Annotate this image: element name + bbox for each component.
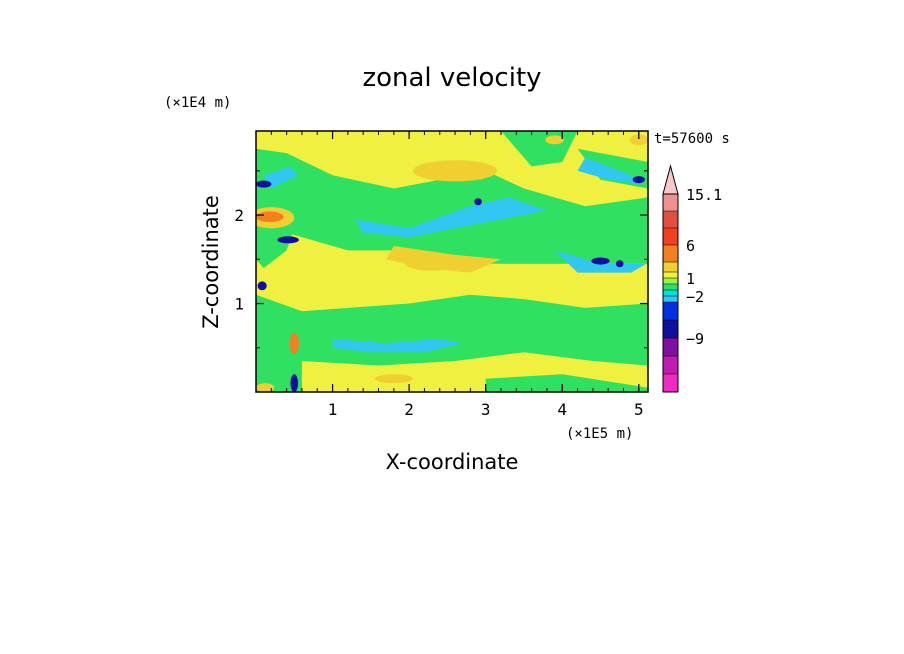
x-tick-label: 4 bbox=[557, 400, 567, 419]
colorbar-label: −9 bbox=[686, 330, 704, 348]
contour-cell bbox=[412, 160, 498, 182]
contour-region bbox=[355, 197, 547, 238]
colorbar-segment bbox=[663, 262, 678, 272]
colorbar-label: 6 bbox=[686, 237, 695, 255]
colorbar-segment bbox=[663, 245, 678, 262]
contour-cell bbox=[257, 281, 267, 291]
colorbar-segment bbox=[663, 302, 678, 320]
colorbar-label: 1 bbox=[686, 270, 695, 288]
contour-cell bbox=[277, 236, 299, 244]
chart-title: zonal velocity bbox=[362, 63, 541, 93]
colorbar-segment bbox=[663, 211, 678, 228]
contour-cell bbox=[256, 180, 272, 188]
colorbar-segment bbox=[663, 278, 678, 284]
contour-region bbox=[554, 250, 647, 273]
colorbar-segment bbox=[663, 290, 678, 296]
plot-frame bbox=[255, 130, 649, 393]
x-tick-label: 1 bbox=[328, 400, 338, 419]
contour-cell bbox=[545, 135, 564, 145]
x-axis: 1 2 3 4 5 bbox=[270, 131, 644, 419]
contour-region bbox=[577, 157, 643, 185]
contour-cell bbox=[256, 383, 275, 392]
x-tick-label: 5 bbox=[634, 400, 644, 419]
colorbar-segment bbox=[663, 374, 678, 392]
y-tick-label: 1 bbox=[234, 295, 244, 314]
colorbar-frame bbox=[662, 193, 679, 393]
colorbar-label: 15.1 bbox=[686, 186, 722, 204]
y-tick-label: 2 bbox=[234, 206, 244, 225]
colorbar-segment bbox=[663, 320, 678, 338]
velocity-field bbox=[256, 131, 648, 392]
contour-cell bbox=[405, 256, 459, 271]
contour-cell bbox=[289, 332, 299, 354]
colorbar-segment bbox=[663, 272, 678, 278]
colorbar-segment bbox=[663, 356, 678, 374]
colorbar: 15.1 6 1−2 −9 bbox=[662, 164, 722, 393]
y-axis: 12 bbox=[234, 170, 648, 349]
contour-cell bbox=[374, 374, 413, 384]
colorbar-segment bbox=[663, 228, 678, 245]
colorbar-segment bbox=[663, 338, 678, 356]
y-axis-label: Z-coordinate bbox=[199, 195, 223, 329]
x-tick-label: 2 bbox=[404, 400, 414, 419]
x-axis-label: X-coordinate bbox=[386, 450, 519, 474]
contour-cell bbox=[290, 374, 299, 392]
contour-region bbox=[332, 338, 463, 353]
colorbar-label: −2 bbox=[686, 288, 704, 306]
x-multiplier-label: (×1E5 m) bbox=[566, 426, 633, 442]
contour-cell bbox=[474, 198, 482, 206]
contour-region bbox=[263, 166, 299, 189]
colorbar-segment bbox=[663, 194, 678, 211]
y-multiplier-label: (×1E4 m) bbox=[164, 95, 231, 111]
colorbar-extend-arrow bbox=[662, 164, 679, 195]
colorbar-segment bbox=[663, 296, 678, 302]
contour-cell bbox=[615, 260, 624, 268]
contour-cell bbox=[632, 176, 645, 184]
colorbar-segment bbox=[663, 284, 678, 290]
contour-cell bbox=[256, 211, 284, 223]
time-label: t=57600 s bbox=[654, 131, 730, 147]
contour-region bbox=[485, 374, 648, 392]
contour-cell bbox=[591, 257, 610, 265]
x-tick-label: 3 bbox=[481, 400, 491, 419]
contour-cell bbox=[629, 134, 648, 146]
